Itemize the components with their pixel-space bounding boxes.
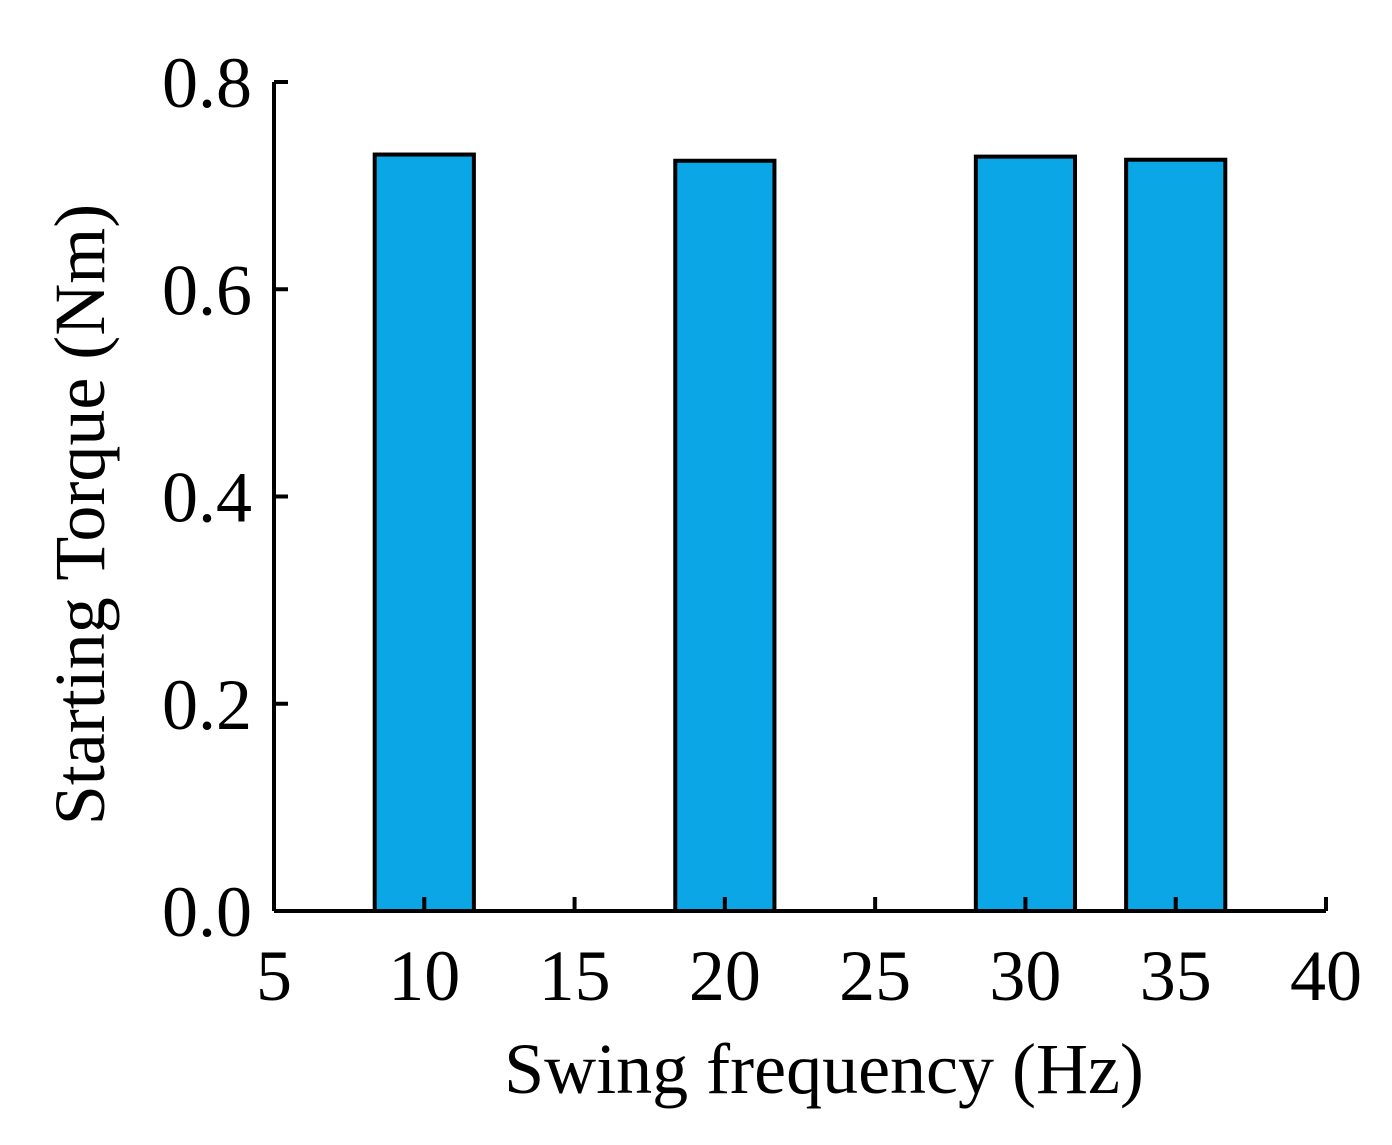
y-tick-label: 0.6 xyxy=(162,250,252,330)
x-tick-label: 20 xyxy=(689,936,761,1016)
y-tick-label: 0.4 xyxy=(162,458,252,538)
y-ticks-group: 0.0 0.2 0.4 0.6 0.8 xyxy=(162,43,288,952)
bar-20hz xyxy=(673,158,777,913)
x-tick-label: 40 xyxy=(1290,936,1362,1016)
x-tick-label: 30 xyxy=(989,936,1061,1016)
x-ticks-group: 5 10 15 20 25 30 35 40 xyxy=(256,897,1362,1016)
bar-30hz xyxy=(973,154,1078,914)
x-tick-label: 15 xyxy=(539,936,611,1016)
x-tick-label: 10 xyxy=(388,936,460,1016)
bar-35hz xyxy=(1124,157,1228,913)
bars-group xyxy=(372,152,1228,914)
bar-10hz xyxy=(372,152,476,914)
x-tick-label: 25 xyxy=(839,936,911,1016)
x-tick-label: 35 xyxy=(1140,936,1212,1016)
x-axis-title: Swing frequency (Hz) xyxy=(504,1029,1144,1109)
x-tick-label: 5 xyxy=(256,936,292,1016)
y-tick-label: 0.2 xyxy=(162,665,252,745)
y-tick-label: 0.0 xyxy=(162,872,252,952)
y-tick-label: 0.8 xyxy=(162,43,252,123)
y-axis-title: Starting Torque (Nm) xyxy=(40,204,120,826)
